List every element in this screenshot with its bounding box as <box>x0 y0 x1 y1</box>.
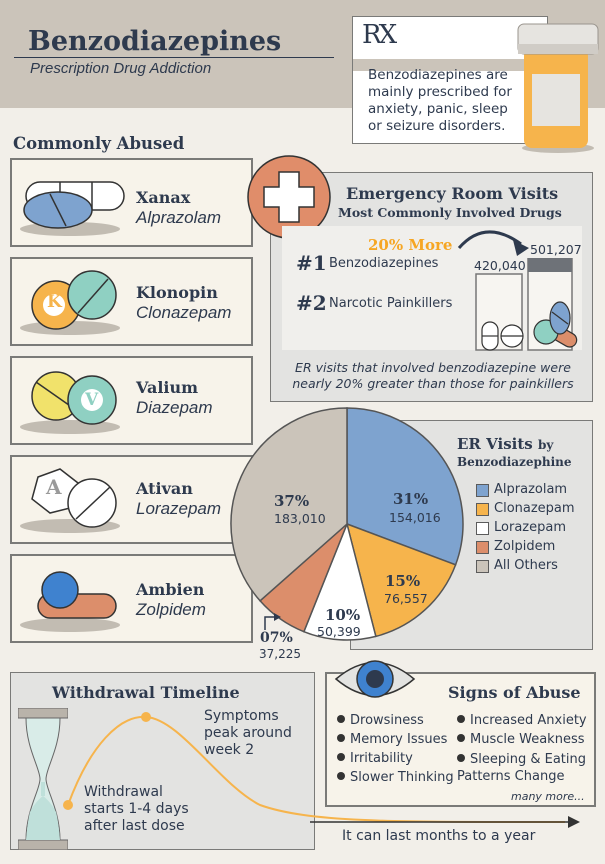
rx-card-bar <box>353 59 549 71</box>
sign-item: Irritability <box>337 751 413 766</box>
legend-label: All Others <box>494 558 558 573</box>
end-text: It can last months to a year <box>342 828 536 844</box>
rank2-label: Narcotic Painkillers <box>329 296 453 311</box>
er-subtitle: Most Commonly Involved Drugs <box>338 205 562 220</box>
more-label: 20% More <box>368 236 453 254</box>
signs-more: many more... <box>511 790 585 803</box>
pie-title-main: ER Visits <box>457 435 533 453</box>
valium-pill-letter: V <box>85 390 99 410</box>
legend-label: Lorazepam <box>494 520 566 535</box>
drug-generic: Alprazolam <box>136 208 222 227</box>
others-value-label: 183,010 <box>274 511 326 526</box>
drug-name: Ambien <box>136 580 205 599</box>
sign-item: Muscle Weakness <box>457 732 585 747</box>
legend-swatch <box>476 522 489 535</box>
alprazolam-percent-label: 31% <box>393 490 429 508</box>
page-title: Benzodiazepines <box>28 26 282 57</box>
legend-label: Alprazolam <box>494 482 568 497</box>
ativan-pill-icon <box>31 468 117 528</box>
medical-cross-icon <box>247 155 331 239</box>
pie-title-line2: Benzodiazephine <box>457 455 572 469</box>
sign-item: Increased Anxiety <box>457 713 587 728</box>
lorazepam-percent-label: 10% <box>325 606 361 624</box>
drug-name: Xanax <box>136 188 191 207</box>
ativan-pill-letter: A <box>46 475 62 499</box>
increase-arrow-icon <box>457 230 529 256</box>
painkillers-value: 420,040 <box>474 258 526 273</box>
sign-item: Memory Issues <box>337 732 447 747</box>
pill-bottle-icon <box>517 23 599 153</box>
pie-title-by: by <box>537 438 554 452</box>
klonopin-pill-icon <box>31 270 117 330</box>
drug-generic: Clonazepam <box>136 303 232 322</box>
drug-card-valium: V Valium Diazepam <box>10 356 253 445</box>
klonopin-pill-letter: K <box>47 292 62 312</box>
drug-generic: Diazepam <box>136 398 213 417</box>
er-bars-icon <box>475 258 578 351</box>
header-band-light <box>0 108 605 118</box>
eye-icon <box>334 660 416 698</box>
legend-swatch <box>476 541 489 554</box>
drug-name: Valium <box>136 378 199 397</box>
withdrawal-panel <box>10 672 315 850</box>
legend-swatch <box>476 560 489 573</box>
drug-generic: Lorazepam <box>136 499 222 518</box>
rank1-number: #1 <box>296 251 327 275</box>
er-note: ER visits that involved benzodiazepine w… <box>292 360 574 391</box>
er-pie-chart <box>230 407 464 641</box>
drug-card-ativan: A Ativan Lorazepam <box>10 455 253 544</box>
sign-item: Slower Thinking <box>337 770 454 785</box>
drug-card-klonopin: K Klonopin Clonazepam <box>10 257 253 346</box>
ambien-pill-icon <box>37 571 117 619</box>
pie-slice-lorazepam <box>302 521 377 641</box>
others-percent-label: 37% <box>274 492 310 510</box>
lorazepam-value-label: 50,399 <box>317 624 361 639</box>
page-subtitle: Prescription Drug Addiction <box>30 60 212 77</box>
drug-generic: Zolpidem <box>136 600 206 619</box>
hourglass-icon <box>18 708 68 850</box>
rx-card <box>352 16 549 144</box>
valium-pill-icon <box>31 371 117 425</box>
legend-label: Zolpidem <box>494 539 556 554</box>
alprazolam-value-label: 154,016 <box>389 510 441 525</box>
pie-title: ER Visits by <box>457 435 553 453</box>
pie-slice-all-others <box>230 407 348 602</box>
clonazepam-value-label: 76,557 <box>384 591 428 606</box>
er-title: Emergency Room Visits <box>346 184 559 203</box>
sign-item: Sleeping & Eating Patterns Change <box>457 752 586 784</box>
clonazepam-percent-label: 15% <box>385 572 421 590</box>
rank1-label: Benzodiazepines <box>329 256 439 271</box>
drug-name: Klonopin <box>136 283 218 302</box>
xanax-pill-icon <box>23 181 125 229</box>
legend-swatch <box>476 503 489 516</box>
commonly-abused-heading: Commonly Abused <box>13 134 185 153</box>
zolpidem-value-label: 37,225 <box>259 647 301 661</box>
drug-card-ambien: Ambien Zolpidem <box>10 554 253 643</box>
drug-name: Ativan <box>136 479 193 498</box>
legend-swatch <box>476 484 489 497</box>
rx-note: Benzodiazepines are mainly prescribed fo… <box>368 67 512 134</box>
zolpidem-callout-arrow <box>264 613 281 630</box>
title-divider <box>14 57 334 58</box>
peak-text: Symptoms peak around week 2 <box>204 708 292 758</box>
rx-symbol: RX <box>362 20 397 50</box>
withdrawal-title: Withdrawal Timeline <box>52 683 240 702</box>
start-text: Withdrawal starts 1-4 days after last do… <box>84 784 189 834</box>
pie-slice-clonazepam <box>345 522 457 638</box>
legend-label: Clonazepam <box>494 501 575 516</box>
signs-title: Signs of Abuse <box>448 683 581 702</box>
sign-item: Drowsiness <box>337 713 424 728</box>
pie-slice-alprazolam <box>346 407 464 566</box>
drug-card-xanax: Xanax Alprazolam <box>10 158 253 247</box>
rank2-number: #2 <box>296 291 327 315</box>
zolpidem-percent-label: 07% <box>260 630 293 646</box>
benzo-value: 501,207 <box>530 242 582 257</box>
withdrawal-curve <box>63 712 580 828</box>
